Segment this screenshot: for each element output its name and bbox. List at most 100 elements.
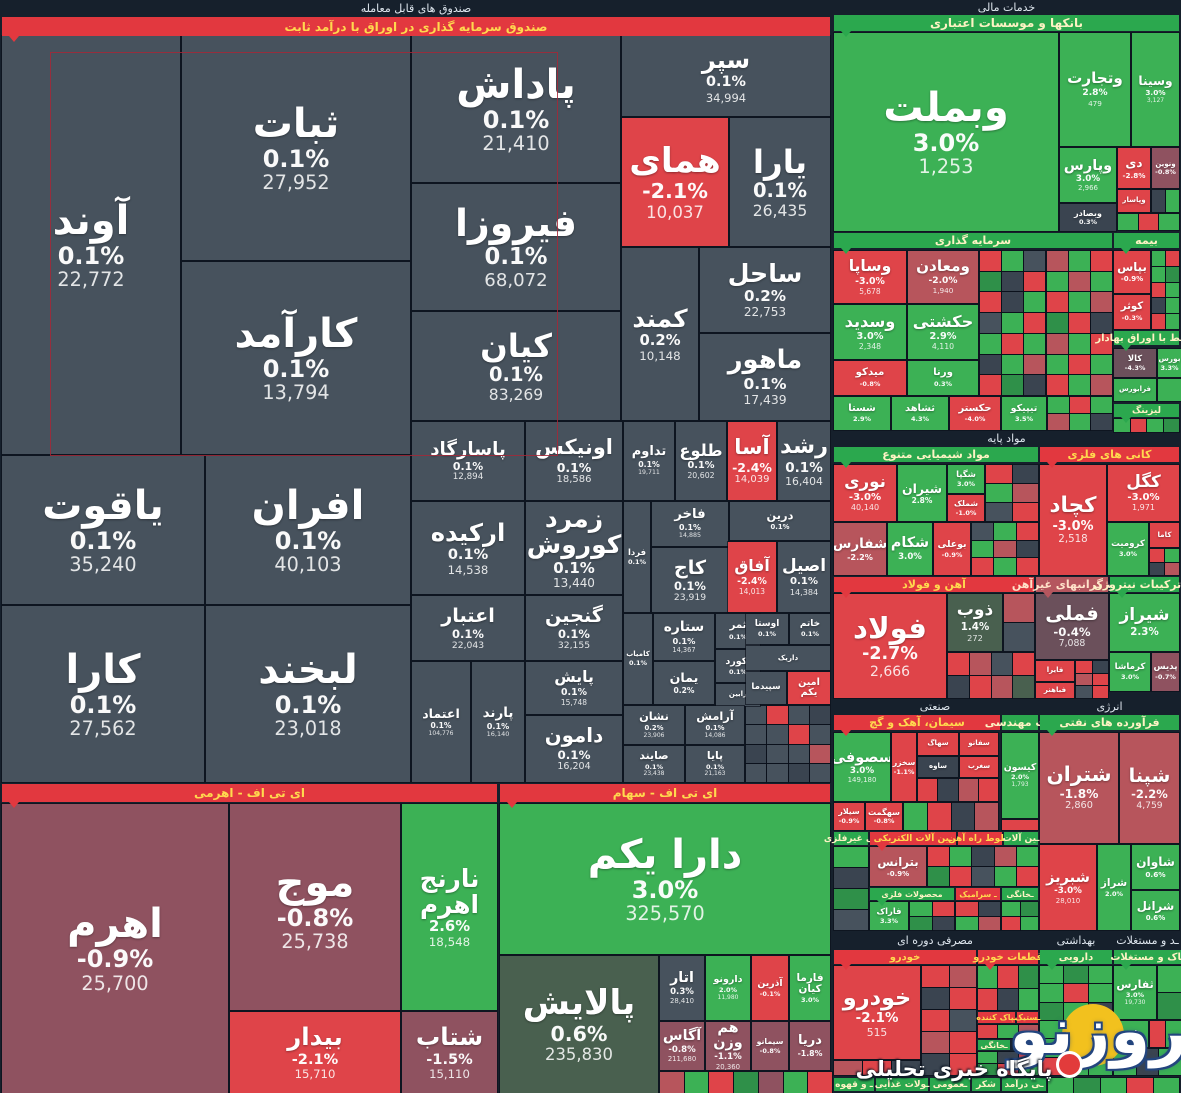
sector-bar[interactable]: ـ سرامیک (956, 888, 1000, 900)
sector-bar[interactable]: شکر (972, 1078, 1000, 1091)
micro-tile[interactable] (926, 846, 951, 867)
micro-tile[interactable] (1091, 685, 1109, 699)
micro-tile[interactable] (1001, 270, 1025, 293)
micro-tile[interactable] (1019, 915, 1039, 931)
micro-tile[interactable] (1038, 964, 1065, 985)
micro-tile[interactable] (993, 557, 1017, 576)
stock-tile[interactable]: پایا 0.1% 21,163 (685, 745, 745, 783)
stock-tile[interactable]: شگپا 3.0% (947, 464, 985, 494)
micro-tile[interactable] (1015, 539, 1039, 559)
micro-tile[interactable] (1090, 413, 1113, 431)
stock-tile[interactable]: پالایش 0.6% 235,830 (499, 955, 659, 1093)
micro-tile[interactable] (971, 866, 995, 887)
micro-tile[interactable] (1045, 270, 1069, 293)
micro-tile[interactable] (1090, 396, 1113, 414)
micro-tile[interactable] (955, 915, 979, 931)
sector-bar[interactable]: ـاک و مستغلات (1110, 950, 1181, 970)
stock-tile[interactable]: سصوفی 3.0% 149,180 (833, 732, 891, 802)
stock-tile[interactable]: تداوم 0.1% 19,711 (623, 421, 675, 501)
micro-tile[interactable] (1165, 297, 1180, 315)
stock-tile[interactable]: شراز 2.0% (1097, 844, 1131, 931)
micro-tile[interactable] (1158, 1048, 1181, 1076)
stock-tile[interactable]: یاقوت 0.1% 35,240 (1, 455, 205, 605)
stock-tile[interactable]: وپاسار (1117, 189, 1151, 213)
stock-tile[interactable]: سیمانو -0.8% (751, 1021, 789, 1071)
micro-tile[interactable] (985, 464, 1013, 484)
stock-tile[interactable]: سپر 0.1% 34,994 (621, 35, 831, 117)
stock-tile[interactable]: یمان 0.2% (653, 661, 715, 705)
micro-tile[interactable] (926, 866, 951, 887)
micro-tile[interactable] (949, 846, 973, 867)
micro-tile[interactable] (997, 1051, 1019, 1064)
micro-tile[interactable] (976, 987, 999, 1011)
micro-tile[interactable] (1001, 901, 1021, 917)
stock-tile[interactable]: وپارس 3.0% 2,966 (1059, 147, 1117, 203)
micro-tile[interactable] (1075, 672, 1093, 687)
stock-tile[interactable]: شملک -1.0% (947, 494, 985, 522)
stock-tile[interactable]: حکشتی 2.9% 4,110 (907, 304, 979, 360)
micro-tile[interactable] (1135, 1048, 1160, 1076)
stock-tile[interactable]: فیروزا 0.1% 68,072 (411, 183, 621, 311)
stock-tile[interactable]: پارند 0.1% 16,140 (471, 661, 525, 783)
micro-tile[interactable] (1152, 1077, 1180, 1093)
stock-tile[interactable]: اعتماد 0.1% 104,776 (411, 661, 471, 783)
stock-tile[interactable]: میدکو -0.8% (833, 360, 907, 396)
micro-tile[interactable] (1089, 332, 1113, 355)
micro-tile[interactable] (978, 374, 1003, 396)
stock-tile[interactable]: آگاس -0.8% 211,680 (659, 1021, 705, 1071)
stock-tile[interactable]: سخزر -1.1% (891, 732, 917, 802)
stock-tile[interactable]: بورس 3.3% (1157, 348, 1181, 378)
sector-bar[interactable]: سیمان، آهک و گچ (834, 715, 1000, 736)
micro-tile[interactable] (1019, 901, 1039, 917)
micro-tile[interactable] (1067, 250, 1091, 272)
micro-tile[interactable] (1023, 270, 1047, 293)
micro-tile[interactable] (976, 965, 999, 989)
sector-bar[interactable]: بیمه (1114, 233, 1179, 254)
micro-tile[interactable] (921, 987, 950, 1010)
stock-tile[interactable]: دی -2.8% (1117, 147, 1151, 189)
micro-tile[interactable] (974, 802, 999, 831)
micro-tile[interactable] (977, 778, 1000, 802)
stock-tile[interactable]: کرماشا 3.0% (1109, 652, 1151, 692)
micro-tile[interactable] (1001, 332, 1025, 355)
micro-tile[interactable] (926, 802, 952, 831)
micro-tile[interactable] (1151, 297, 1166, 315)
stock-tile[interactable]: یارا 0.1% 26,435 (729, 117, 831, 247)
micro-tile[interactable] (1068, 413, 1092, 431)
micro-tile[interactable] (1129, 418, 1147, 433)
stock-tile[interactable]: فولاد -2.7% 2,666 (833, 593, 947, 699)
micro-tile[interactable] (833, 846, 869, 868)
micro-tile[interactable] (1001, 374, 1025, 396)
sector-bar[interactable]: کانی های فلزی (1040, 447, 1179, 468)
micro-tile[interactable] (1068, 396, 1092, 414)
micro-tile[interactable] (909, 915, 933, 931)
micro-tile[interactable] (1017, 1051, 1040, 1064)
micro-tile[interactable] (1001, 312, 1025, 334)
micro-tile[interactable] (1063, 964, 1089, 985)
micro-tile[interactable] (949, 866, 973, 887)
stock-tile[interactable]: کاج 0.1% 23,919 (651, 547, 729, 613)
micro-tile[interactable] (1075, 660, 1093, 674)
micro-tile[interactable] (1087, 983, 1113, 1003)
stock-tile[interactable]: سهاگ (917, 732, 959, 756)
micro-tile[interactable] (1038, 1019, 1065, 1040)
stock-tile[interactable]: شستا 2.9% (833, 396, 891, 431)
micro-tile[interactable] (997, 965, 1019, 989)
stock-tile[interactable]: نشان 0.2% 23,906 (623, 705, 685, 745)
sector-bar[interactable]: ـپاک کننده (976, 1012, 1017, 1023)
micro-tile[interactable] (1023, 291, 1047, 314)
micro-tile[interactable] (808, 762, 832, 784)
micro-tile[interactable] (1089, 374, 1113, 396)
stock-tile[interactable]: خودرو -2.1% 515 (833, 965, 921, 1060)
micro-tile[interactable] (921, 1009, 950, 1032)
stock-tile[interactable]: ثشاهد 4.3% (891, 396, 949, 431)
micro-tile[interactable] (1038, 983, 1065, 1003)
micro-tile[interactable] (744, 762, 768, 784)
micro-tile[interactable] (808, 704, 832, 726)
micro-tile[interactable] (1091, 672, 1109, 687)
micro-tile[interactable] (1089, 312, 1113, 334)
micro-tile[interactable] (1067, 312, 1091, 334)
micro-tile[interactable] (1165, 189, 1180, 213)
micro-tile[interactable] (948, 965, 977, 988)
micro-tile[interactable] (1099, 1077, 1128, 1093)
